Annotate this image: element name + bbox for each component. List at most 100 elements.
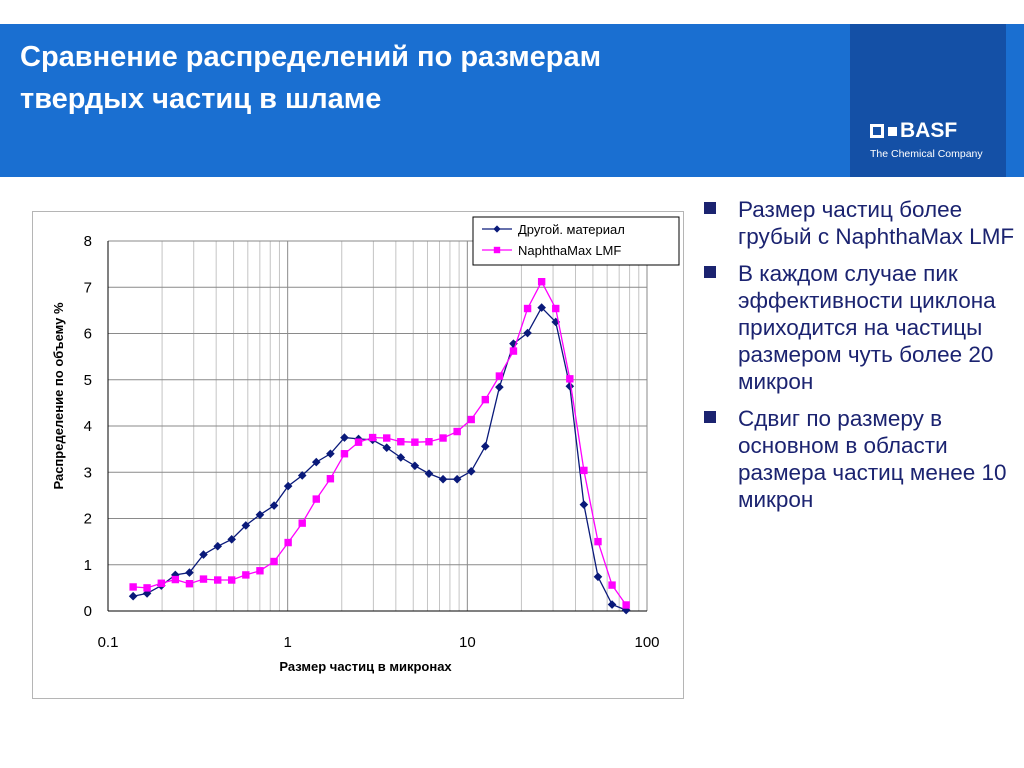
data-point — [312, 495, 320, 503]
data-point — [340, 450, 349, 458]
title-line-1: Сравнение распределений по размерам — [20, 41, 602, 73]
data-point — [396, 453, 406, 462]
y-tick-label: 5 — [84, 372, 92, 389]
brand-panel: BASF The Chemical Company — [850, 24, 1006, 177]
data-point — [382, 443, 392, 453]
data-point — [438, 474, 448, 484]
data-point — [340, 433, 349, 442]
data-point — [439, 434, 447, 442]
bullet-text: Размер частиц более грубый с NaphthaMax … — [738, 197, 1015, 249]
data-point — [284, 538, 292, 547]
header-band: Сравнение распределений по размерам твер… — [0, 24, 1024, 177]
data-point — [129, 583, 137, 591]
bullet-square-icon — [704, 411, 716, 423]
bullet-square-icon — [704, 266, 716, 278]
data-point — [143, 584, 151, 592]
data-point — [410, 461, 420, 471]
data-point — [565, 381, 575, 391]
data-point — [185, 580, 194, 588]
y-axis-title: Распределение по объему % — [51, 302, 66, 489]
data-point — [269, 501, 279, 510]
y-tick-label: 6 — [84, 326, 92, 343]
data-point — [227, 535, 236, 544]
data-point — [552, 304, 560, 313]
basf-logo: BASF — [870, 119, 958, 142]
legend: Другой. материал NaphthaMax LMF — [472, 216, 680, 266]
data-point — [283, 481, 293, 491]
data-point — [157, 579, 166, 587]
data-point — [411, 438, 419, 446]
data-point — [397, 438, 405, 446]
bullet-text: Сдвиг по размеру в основном в области ра… — [738, 406, 1007, 512]
logo-square-solid-icon — [888, 126, 897, 136]
data-point — [424, 469, 434, 478]
data-point — [580, 466, 588, 475]
company-tagline: The Chemical Company — [870, 148, 983, 160]
data-point — [368, 433, 377, 442]
data-point — [199, 575, 208, 583]
data-point — [621, 605, 631, 615]
data-point — [480, 442, 490, 451]
y-tick-label: 7 — [84, 279, 92, 296]
data-point — [594, 537, 602, 546]
series-2 — [129, 278, 630, 609]
data-point — [566, 375, 574, 383]
data-point — [452, 474, 462, 484]
data-point — [311, 457, 321, 467]
bullet-list: Размер частиц более грубый с NaphthaMax … — [702, 196, 1020, 523]
data-point — [354, 438, 363, 446]
data-point — [383, 434, 391, 442]
data-point — [608, 581, 616, 589]
data-point — [537, 278, 546, 286]
data-point — [537, 303, 546, 312]
data-point — [593, 572, 603, 582]
data-point — [326, 475, 335, 483]
y-tick-label: 2 — [84, 511, 92, 528]
data-point — [481, 395, 490, 404]
grid-lines — [107, 240, 648, 612]
data-point — [495, 382, 504, 392]
data-point — [242, 571, 250, 579]
title-line-2: твердых частиц в шламе — [20, 83, 382, 115]
data-point — [467, 415, 475, 424]
bullet-text: В каждом случае пик эффективности циклон… — [738, 261, 996, 394]
data-point — [255, 510, 265, 520]
data-point — [509, 347, 518, 355]
data-point — [622, 601, 630, 609]
x-tick-label: 10 — [459, 634, 476, 651]
x-axis-title: Размер частиц в микронах — [279, 659, 452, 674]
data-point — [425, 438, 433, 446]
chart-svg: 0 1 2 3 4 5 6 7 8 0.1 1 10 100 Размер частиц в микрон… — [51, 216, 680, 674]
y-tick-label: 1 — [84, 557, 92, 574]
logo-text: BASF — [900, 119, 958, 142]
bullet-item: Размер частиц более грубый с NaphthaMax … — [702, 196, 1020, 250]
data-point — [523, 328, 532, 338]
data-point — [579, 500, 589, 509]
y-tick-label: 4 — [84, 418, 92, 435]
chart-frame: 0 1 2 3 4 5 6 7 8 0.1 1 10 100 Размер частиц в микрон… — [32, 211, 684, 699]
y-tick-label: 8 — [84, 233, 92, 250]
legend-label: NaphthaMax LMF — [518, 243, 621, 258]
data-point — [466, 467, 476, 476]
y-tick-label: 3 — [84, 464, 92, 481]
legend-label: Другой. материал — [518, 222, 625, 237]
data-point — [199, 550, 208, 559]
bullet-square-icon — [704, 202, 716, 214]
y-tick-label: 0 — [84, 603, 92, 620]
x-tick-label: 1 — [283, 634, 291, 651]
data-point — [523, 304, 532, 313]
data-point — [495, 372, 504, 380]
legend-box — [472, 216, 680, 266]
data-point — [241, 521, 251, 530]
data-point — [214, 576, 222, 584]
x-tick-label: 100 — [634, 634, 659, 651]
legend-marker — [493, 225, 501, 233]
data-point — [256, 567, 264, 575]
data-point — [185, 568, 194, 577]
data-point — [270, 557, 278, 566]
legend-marker — [493, 246, 501, 254]
data-point — [128, 591, 138, 601]
data-point — [213, 541, 223, 551]
logo-square-outline-icon — [870, 124, 884, 138]
data-point — [453, 427, 461, 436]
